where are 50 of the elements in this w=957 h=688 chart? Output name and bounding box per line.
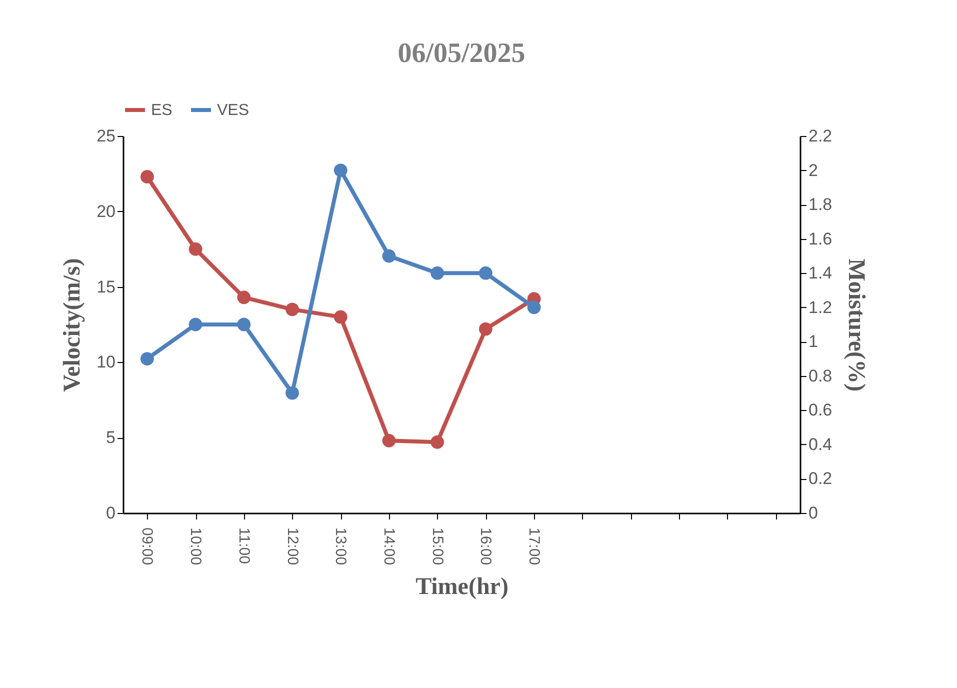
point — [188, 318, 202, 332]
legend-label: VES — [217, 102, 250, 119]
y2-tick-label: 0 — [808, 504, 818, 522]
y2-tick-label: 1.2 — [808, 298, 832, 317]
point — [334, 310, 348, 324]
point — [430, 435, 444, 449]
point — [478, 322, 492, 336]
y-tick-label: 25 — [96, 126, 116, 146]
y-tick-label: 10 — [96, 352, 116, 372]
point — [286, 386, 299, 400]
y2-tick-label: 2 — [808, 160, 818, 180]
y-tick-label: 5 — [106, 428, 116, 448]
y2-axis-title: Moisture(%) — [843, 258, 870, 392]
x-tick-label: 12:00 — [284, 528, 301, 566]
point — [382, 434, 396, 448]
y2-tick-label: 1.6 — [808, 229, 832, 248]
x-tick-label: 10:00 — [187, 528, 204, 566]
y-tick-label: 0 — [106, 504, 116, 522]
chart-title: 06/05/2025 — [398, 38, 526, 69]
y2-tick-label: 2.2 — [808, 126, 832, 146]
y2-tick-label: 1 — [808, 332, 818, 352]
legend-label: ES — [151, 102, 172, 119]
y2-tick-label: 0.6 — [808, 400, 832, 420]
x-tick-label: 11:00 — [235, 528, 252, 564]
point — [430, 266, 444, 280]
x-axis-title: Time(hr) — [416, 574, 508, 600]
point — [334, 164, 348, 177]
y2-tick-label: 0.8 — [808, 366, 832, 386]
y2-tick-label: 0.4 — [808, 434, 832, 454]
x-tick-label: 13:00 — [332, 528, 350, 566]
point — [140, 170, 154, 184]
x-tick-label: 14:00 — [380, 528, 398, 566]
point — [140, 352, 154, 366]
x-tick-label: 15:00 — [428, 528, 446, 566]
y-tick-label: 15 — [96, 277, 116, 296]
x-tick-label: 16:00 — [477, 528, 494, 566]
point — [286, 302, 299, 316]
point — [527, 300, 541, 314]
x-tick-label: 09:00 — [138, 528, 156, 566]
y-tick-label: 20 — [96, 202, 116, 221]
x-tick-label: 17:00 — [526, 528, 543, 566]
point — [478, 266, 492, 280]
point — [188, 242, 202, 256]
point — [237, 290, 251, 304]
point — [237, 318, 251, 332]
y2-tick-label: 0.2 — [808, 469, 832, 488]
y-axis-title: Velocity(m/s) — [60, 258, 86, 392]
point — [382, 249, 396, 263]
y2-tick-label: 1.4 — [808, 264, 832, 283]
y2-tick-label: 1.8 — [808, 195, 832, 214]
